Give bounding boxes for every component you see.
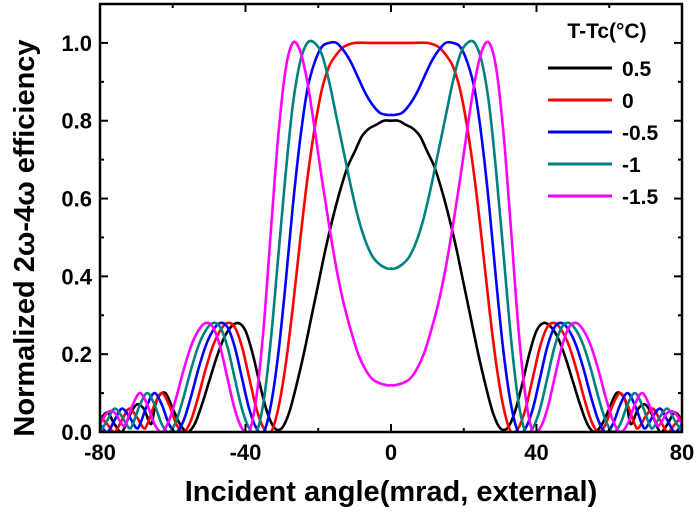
x-tick-label: 0 bbox=[385, 440, 397, 465]
y-tick-label: 0.8 bbox=[61, 109, 92, 134]
x-tick-label: 40 bbox=[524, 440, 548, 465]
series-line-1 bbox=[100, 41, 682, 432]
y-tick-label: 0.6 bbox=[61, 187, 92, 212]
x-tick-label: -40 bbox=[230, 440, 262, 465]
series-line-3 bbox=[100, 39, 682, 432]
y-tick-label: 0.2 bbox=[61, 342, 92, 367]
x-tick-label: 80 bbox=[670, 440, 694, 465]
legend-title: T-Tc(°C) bbox=[567, 20, 646, 43]
x-axis-title: Incident angle(mrad, external) bbox=[185, 476, 598, 508]
ticks-layer: -80 -40 0 40 80 0.0 0.2 0.4 0.6 0.8 1.0 bbox=[61, 3, 694, 465]
legend-label-2: -0.5 bbox=[622, 122, 659, 145]
legend-label-0: 0.5 bbox=[622, 58, 652, 81]
legend-label-1: 0 bbox=[622, 90, 634, 113]
series-line-0 bbox=[100, 119, 682, 432]
legend: T-Tc(°C) 0.5 0 -0.5 -1 -1.5 bbox=[548, 20, 659, 209]
x-tick-label: -80 bbox=[84, 440, 116, 465]
series-line-4 bbox=[100, 40, 682, 432]
series-line-2 bbox=[100, 40, 682, 432]
series-layer bbox=[100, 39, 682, 432]
legend-label-4: -1.5 bbox=[622, 186, 659, 209]
legend-entries: 0.5 0 -0.5 -1 -1.5 bbox=[548, 58, 659, 209]
y-tick-label: 0.0 bbox=[61, 420, 92, 445]
y-tick-label: 0.4 bbox=[61, 264, 92, 289]
legend-label-3: -1 bbox=[622, 154, 641, 177]
y-tick-label: 1.0 bbox=[61, 31, 92, 56]
y-axis-title: Normalized 2ω-4ω efficiency bbox=[9, 39, 41, 436]
